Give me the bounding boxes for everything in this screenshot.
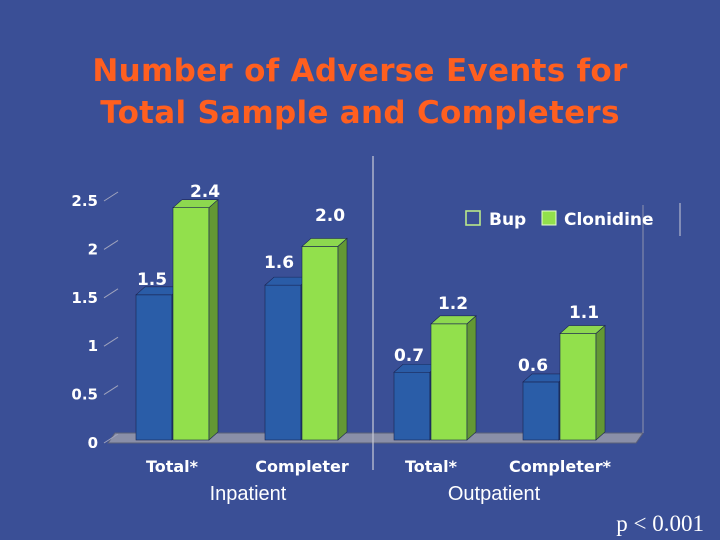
data-label-bup-3: 0.7 — [394, 346, 424, 366]
bar-clonidine-4 — [559, 333, 597, 441]
y-tick-mark — [103, 191, 119, 202]
y-tick-mark — [103, 239, 119, 250]
title-line-1: Number of Adverse Events for — [92, 53, 628, 89]
bar-bup-4 — [522, 381, 560, 441]
bar-side-clonidine-2 — [337, 237, 348, 441]
x-category-label: Total* — [146, 457, 199, 476]
data-label-bup-4: 0.6 — [518, 356, 548, 376]
y-tick-mark — [103, 433, 119, 444]
x-category-label: Total* — [405, 457, 458, 476]
legend-clonidine-swatch — [541, 210, 557, 226]
y-tick-mark — [103, 385, 119, 396]
x-category-label: Completer — [255, 457, 349, 476]
legend-bup-label: Bup — [489, 210, 526, 230]
legend-clonidine-label: Clonidine — [564, 210, 654, 230]
x-category-label: Completer* — [509, 457, 612, 476]
y-tick-mark — [103, 336, 119, 347]
bar-bup-1 — [135, 294, 173, 441]
bar-side-clonidine-3 — [466, 315, 477, 441]
data-label-clonidine-1: 2.4 — [190, 182, 220, 202]
legend-bup-swatch — [465, 210, 481, 226]
y-tick-label: 1 — [88, 337, 98, 355]
data-label-clonidine-2: 2.0 — [315, 206, 345, 226]
y-tick-label: 0.5 — [71, 386, 98, 404]
bar-bup-3 — [393, 371, 431, 441]
data-label-clonidine-4: 1.1 — [569, 303, 599, 323]
data-label-bup-2: 1.6 — [264, 253, 294, 273]
title-line-2: Total Sample and Completers — [100, 95, 620, 131]
bar-side-clonidine-4 — [595, 324, 606, 441]
y-tick-mark — [103, 288, 119, 299]
data-label-clonidine-3: 1.2 — [438, 294, 468, 314]
y-tick-label: 2 — [88, 240, 98, 258]
chart-title: Number of Adverse Events for Total Sampl… — [0, 50, 720, 134]
y-tick-label: 2.5 — [71, 192, 98, 210]
data-label-bup-1: 1.5 — [137, 270, 167, 290]
y-tick-label: 1.5 — [71, 289, 98, 307]
bar-clonidine-2 — [301, 246, 339, 441]
x-group-label: Inpatient — [210, 483, 287, 505]
p-value-note: p < 0.001 — [616, 511, 704, 536]
y-tick-label: 0 — [88, 434, 98, 452]
bar-side-clonidine-1 — [208, 199, 219, 441]
bar-bup-2 — [264, 284, 302, 441]
x-group-label: Outpatient — [448, 483, 541, 505]
bar-clonidine-1 — [172, 207, 210, 441]
bar-clonidine-3 — [430, 323, 468, 441]
